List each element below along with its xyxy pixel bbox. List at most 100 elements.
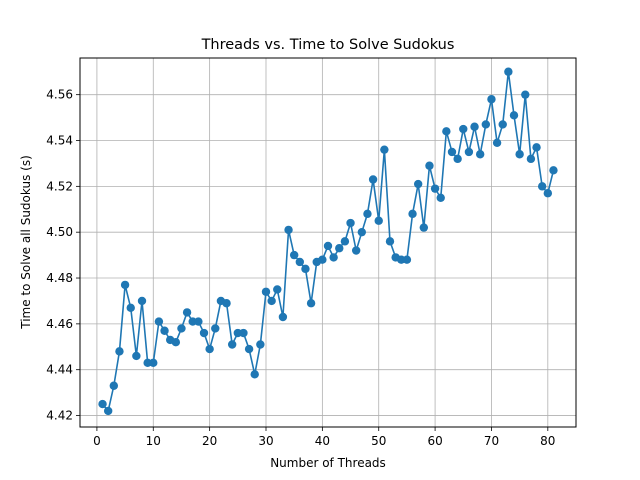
data-point xyxy=(284,225,293,235)
y-tick-label: 4.52 xyxy=(46,179,73,193)
y-tick-label: 4.42 xyxy=(46,409,73,423)
data-point xyxy=(239,328,248,338)
data-point xyxy=(363,209,372,219)
data-point xyxy=(103,406,113,416)
data-point xyxy=(459,124,468,134)
data-point xyxy=(515,150,524,159)
data-point xyxy=(464,147,474,157)
data-point xyxy=(475,150,485,159)
data-point xyxy=(222,299,231,308)
data-point xyxy=(413,179,423,189)
grid xyxy=(80,58,576,427)
data-point xyxy=(537,182,547,191)
data-point xyxy=(98,399,107,409)
data-point xyxy=(199,328,209,338)
data-point xyxy=(549,166,558,175)
data-point xyxy=(357,227,367,237)
data-point xyxy=(318,255,327,264)
data-point xyxy=(521,90,530,99)
data-point xyxy=(250,370,259,379)
data-point xyxy=(425,161,434,170)
x-tick-label: 20 xyxy=(202,434,217,448)
data-point xyxy=(509,111,519,120)
data-point xyxy=(182,308,192,317)
ticks: 0 10 20 30 40 50 60 70 80 4.42 4.44 4.46 4.48 4.50 4.5… xyxy=(46,88,555,448)
data-point xyxy=(442,127,451,136)
x-tick-label: 0 xyxy=(93,434,101,448)
data-point xyxy=(171,337,181,347)
data-point xyxy=(115,347,124,356)
x-tick-label: 40 xyxy=(315,434,330,448)
data-point xyxy=(346,218,355,228)
data-point xyxy=(301,264,310,274)
data-point xyxy=(351,246,361,255)
y-tick-label: 4.50 xyxy=(46,225,73,239)
data-point xyxy=(256,340,265,349)
data-point xyxy=(532,143,541,152)
data-point xyxy=(487,95,496,104)
y-tick-label: 4.46 xyxy=(46,317,73,331)
data-point xyxy=(261,287,271,296)
data-point xyxy=(154,317,164,326)
data-point xyxy=(340,237,350,246)
y-tick-label: 4.44 xyxy=(46,363,73,377)
data-point xyxy=(419,223,429,232)
data-point xyxy=(470,122,479,131)
data-point xyxy=(453,154,462,164)
data-point xyxy=(335,244,344,253)
data-point xyxy=(177,324,186,333)
data-point xyxy=(492,138,502,148)
y-tick-label: 4.48 xyxy=(46,271,73,285)
data-point xyxy=(402,255,412,264)
data-point xyxy=(380,145,389,154)
y-tick-label: 4.54 xyxy=(46,134,73,148)
data-point xyxy=(295,257,305,267)
data-point xyxy=(374,216,383,225)
data-point xyxy=(205,344,214,354)
data-point xyxy=(526,154,536,164)
data-point xyxy=(481,120,491,129)
data-point xyxy=(408,209,417,219)
data-point xyxy=(385,237,395,246)
plot-frame xyxy=(79,57,577,428)
x-tick-label: 30 xyxy=(258,434,273,448)
data-point xyxy=(430,184,440,193)
data-point xyxy=(227,340,237,349)
data-point xyxy=(329,253,338,262)
y-tick-label: 4.56 xyxy=(46,88,73,102)
data-point xyxy=(436,193,445,203)
x-axis-label: Number of Threads xyxy=(270,456,386,470)
x-tick-label: 10 xyxy=(146,434,161,448)
data-point xyxy=(137,296,147,306)
data-point xyxy=(306,299,316,308)
data-point xyxy=(543,189,553,198)
data-point xyxy=(323,241,333,251)
y-axis-label: Time to Solve all Sudokus (s) xyxy=(19,155,33,330)
data-point xyxy=(273,285,282,294)
data-point xyxy=(149,358,158,368)
data-point xyxy=(447,147,457,157)
x-tick-label: 50 xyxy=(371,434,386,448)
data-point xyxy=(289,250,299,260)
data-point xyxy=(368,175,378,184)
data-point xyxy=(132,351,141,361)
data-point xyxy=(504,67,513,76)
x-tick-label: 60 xyxy=(427,434,442,448)
x-tick-label: 70 xyxy=(484,434,499,448)
data-point xyxy=(109,381,119,390)
data-point xyxy=(126,303,135,313)
chart-title: Threads vs. Time to Solve Sudokus xyxy=(201,37,455,53)
data-point xyxy=(278,312,288,322)
data-point xyxy=(120,280,130,290)
data-point xyxy=(244,344,254,354)
series-layer xyxy=(98,67,558,416)
data-point xyxy=(194,317,203,326)
x-tick-label: 80 xyxy=(540,434,555,448)
data-point xyxy=(160,326,169,335)
data-point xyxy=(498,120,507,129)
data-point xyxy=(211,324,220,333)
data-point xyxy=(267,296,276,306)
